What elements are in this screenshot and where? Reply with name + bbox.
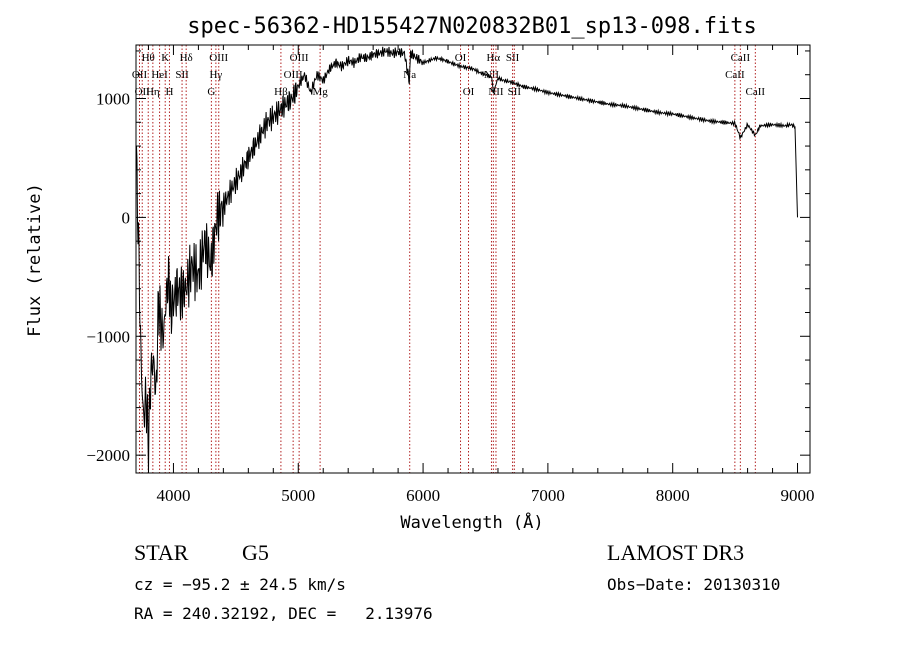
- x-tick-label-5: 9000: [781, 486, 815, 505]
- line-label-11: OIII: [209, 52, 228, 64]
- y-tick-label-3: 1000: [96, 90, 130, 109]
- spectrum-line: [135, 46, 798, 473]
- y-tick-label-2: 0: [122, 208, 131, 227]
- line-label-6: H: [165, 86, 173, 98]
- plot-frame: [135, 44, 811, 474]
- observation-date: Obs−Date: 20130310: [607, 575, 781, 594]
- survey-name: LAMOST DR3: [607, 540, 745, 565]
- line-label-1: OII: [135, 86, 151, 98]
- line-label-12: Hβ: [274, 86, 288, 98]
- line-label-8: Hδ: [180, 52, 193, 64]
- x-tick-label-3: 7000: [531, 486, 565, 505]
- object-subclass: G5: [242, 540, 269, 565]
- line-label-3: Hη: [146, 86, 160, 98]
- line-label-5: K: [161, 52, 169, 64]
- y-axis-label: Flux (relative): [25, 183, 45, 337]
- line-label-17: OI: [455, 52, 467, 64]
- line-label-13: OIII: [284, 69, 303, 81]
- object-class: STAR: [134, 540, 189, 565]
- x-tick-label-4: 8000: [656, 486, 690, 505]
- x-axis-label: Wavelength (Å): [400, 511, 543, 533]
- y-tick-label-1: −1000: [86, 327, 130, 346]
- line-label-21: NII: [488, 86, 504, 98]
- line-label-7: SII: [175, 69, 189, 81]
- redshift-cz: cz = −95.2 ± 24.5 km/s: [134, 575, 346, 594]
- x-tick-label-2: 6000: [406, 486, 440, 505]
- line-label-23: SII: [508, 86, 522, 98]
- line-label-20: Hα: [486, 52, 500, 64]
- chart-title: spec-56362-HD155427N020832B01_sp13-098.f…: [187, 14, 757, 39]
- y-tick-label-0: −2000: [86, 446, 130, 465]
- line-label-26: CaII: [746, 86, 766, 98]
- line-label-14: OIII: [290, 52, 309, 64]
- emission-line-markers: OIIOIIHθHηHeIKHSIIHδGHγOIIIHβOIIIOIIIMgN…: [132, 45, 766, 473]
- line-label-15: Mg: [312, 86, 328, 98]
- line-label-25: CaII: [731, 52, 751, 64]
- coordinates: RA = 240.32192, DEC = 2.13976: [134, 604, 433, 623]
- line-label-10: Hγ: [209, 69, 222, 81]
- line-label-18: OI: [463, 86, 475, 98]
- line-label-22: SII: [506, 52, 520, 64]
- x-tick-label-0: 4000: [156, 486, 190, 505]
- line-label-9: G: [207, 86, 215, 98]
- line-label-4: HeI: [151, 69, 168, 81]
- plot-axes: 4000 5000 6000 7000 8000 9000 −2000 −1000 0 1000: [86, 44, 815, 505]
- spectrum-series: [135, 46, 798, 473]
- line-label-24: CaII: [725, 69, 745, 81]
- x-tick-label-1: 5000: [281, 486, 315, 505]
- line-label-2: Hθ: [142, 52, 155, 64]
